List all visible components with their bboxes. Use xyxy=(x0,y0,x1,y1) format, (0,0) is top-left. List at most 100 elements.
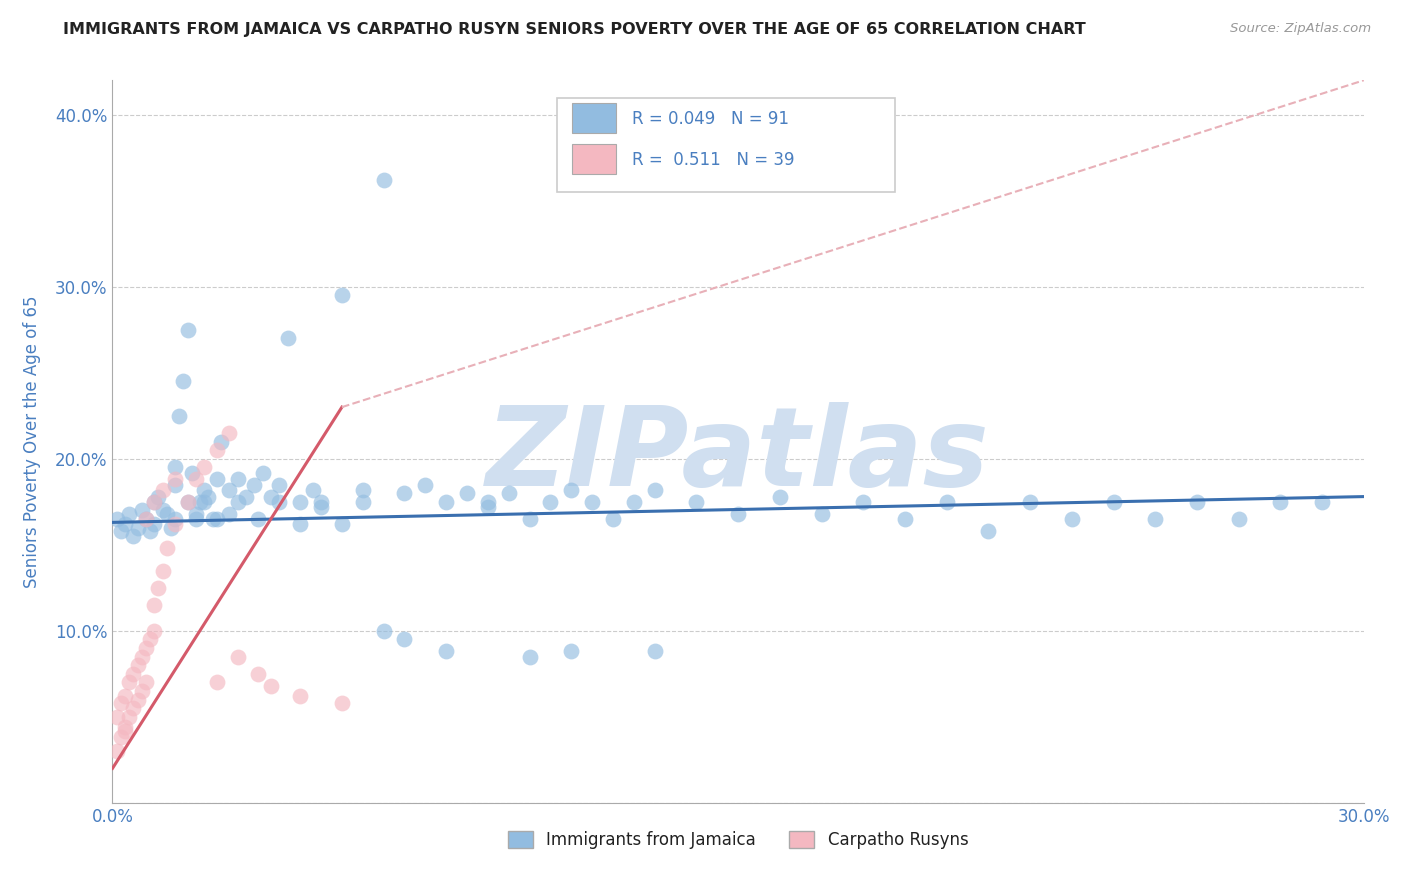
Point xyxy=(205,443,228,458)
FancyBboxPatch shape xyxy=(557,98,894,193)
Point xyxy=(139,632,162,647)
Point xyxy=(163,460,186,475)
Point xyxy=(135,640,157,655)
Point xyxy=(977,524,1000,538)
Point xyxy=(727,507,749,521)
Point xyxy=(290,689,312,703)
Point xyxy=(644,483,666,497)
Point xyxy=(560,644,582,658)
Point xyxy=(131,503,153,517)
Point xyxy=(114,517,136,532)
Point xyxy=(644,644,666,658)
Point xyxy=(156,541,179,556)
Point xyxy=(205,512,228,526)
Point xyxy=(110,696,132,710)
Point xyxy=(118,710,141,724)
Point xyxy=(226,494,249,508)
Point xyxy=(122,701,145,715)
Point xyxy=(1310,494,1333,508)
Point xyxy=(769,490,792,504)
Point xyxy=(163,472,186,486)
Point xyxy=(602,512,624,526)
Point xyxy=(114,689,136,703)
Point xyxy=(135,512,157,526)
Point xyxy=(163,477,186,491)
Point xyxy=(180,466,202,480)
Point xyxy=(156,507,179,521)
Point xyxy=(184,472,207,486)
Point xyxy=(201,512,224,526)
Point xyxy=(685,494,707,508)
Bar xyxy=(572,103,616,133)
Point xyxy=(894,512,917,526)
Point xyxy=(127,520,149,534)
Point xyxy=(477,500,499,514)
Point xyxy=(498,486,520,500)
Point xyxy=(330,288,353,302)
Point xyxy=(176,323,198,337)
Point xyxy=(110,524,132,538)
Point xyxy=(167,409,190,423)
Point xyxy=(301,483,323,497)
Point xyxy=(148,581,170,595)
Point xyxy=(260,679,283,693)
Point xyxy=(152,503,174,517)
Point xyxy=(226,472,249,486)
Point xyxy=(477,494,499,508)
Point xyxy=(131,684,153,698)
Point xyxy=(277,331,299,345)
Point xyxy=(209,434,232,449)
Point xyxy=(252,466,274,480)
Point xyxy=(1019,494,1042,508)
Point xyxy=(114,723,136,738)
Point xyxy=(247,512,270,526)
Point xyxy=(118,507,141,521)
Point xyxy=(143,494,166,508)
Point xyxy=(1270,494,1292,508)
Point xyxy=(105,710,128,724)
Point xyxy=(413,477,436,491)
Point xyxy=(139,524,162,538)
Point xyxy=(309,494,332,508)
Point xyxy=(193,494,215,508)
Bar xyxy=(572,144,616,174)
Text: Source: ZipAtlas.com: Source: ZipAtlas.com xyxy=(1230,22,1371,36)
Point xyxy=(1144,512,1167,526)
Point xyxy=(184,512,207,526)
Point xyxy=(290,517,312,532)
Point xyxy=(519,512,541,526)
Point xyxy=(269,494,291,508)
Point xyxy=(131,649,153,664)
Point xyxy=(143,598,166,612)
Point xyxy=(538,494,561,508)
Point xyxy=(105,512,128,526)
Point xyxy=(143,517,166,532)
Point xyxy=(394,486,416,500)
Point xyxy=(105,744,128,758)
Point xyxy=(581,494,603,508)
Point xyxy=(352,483,374,497)
Point xyxy=(810,507,832,521)
Legend: Immigrants from Jamaica, Carpatho Rusyns: Immigrants from Jamaica, Carpatho Rusyns xyxy=(501,824,976,856)
Point xyxy=(110,731,132,745)
Point xyxy=(127,658,149,673)
Point xyxy=(623,494,645,508)
Point xyxy=(1227,512,1250,526)
Point xyxy=(143,494,166,508)
Point xyxy=(290,494,312,508)
Point xyxy=(188,494,211,508)
Point xyxy=(235,490,257,504)
Point xyxy=(205,675,228,690)
Point xyxy=(114,720,136,734)
Point xyxy=(352,494,374,508)
Point xyxy=(118,675,141,690)
Point xyxy=(205,472,228,486)
Point xyxy=(152,564,174,578)
Point xyxy=(260,490,283,504)
Point xyxy=(160,520,183,534)
Point xyxy=(197,490,219,504)
Point xyxy=(1185,494,1208,508)
Point xyxy=(309,500,332,514)
Text: IMMIGRANTS FROM JAMAICA VS CARPATHO RUSYN SENIORS POVERTY OVER THE AGE OF 65 COR: IMMIGRANTS FROM JAMAICA VS CARPATHO RUSY… xyxy=(63,22,1085,37)
Point xyxy=(269,477,291,491)
